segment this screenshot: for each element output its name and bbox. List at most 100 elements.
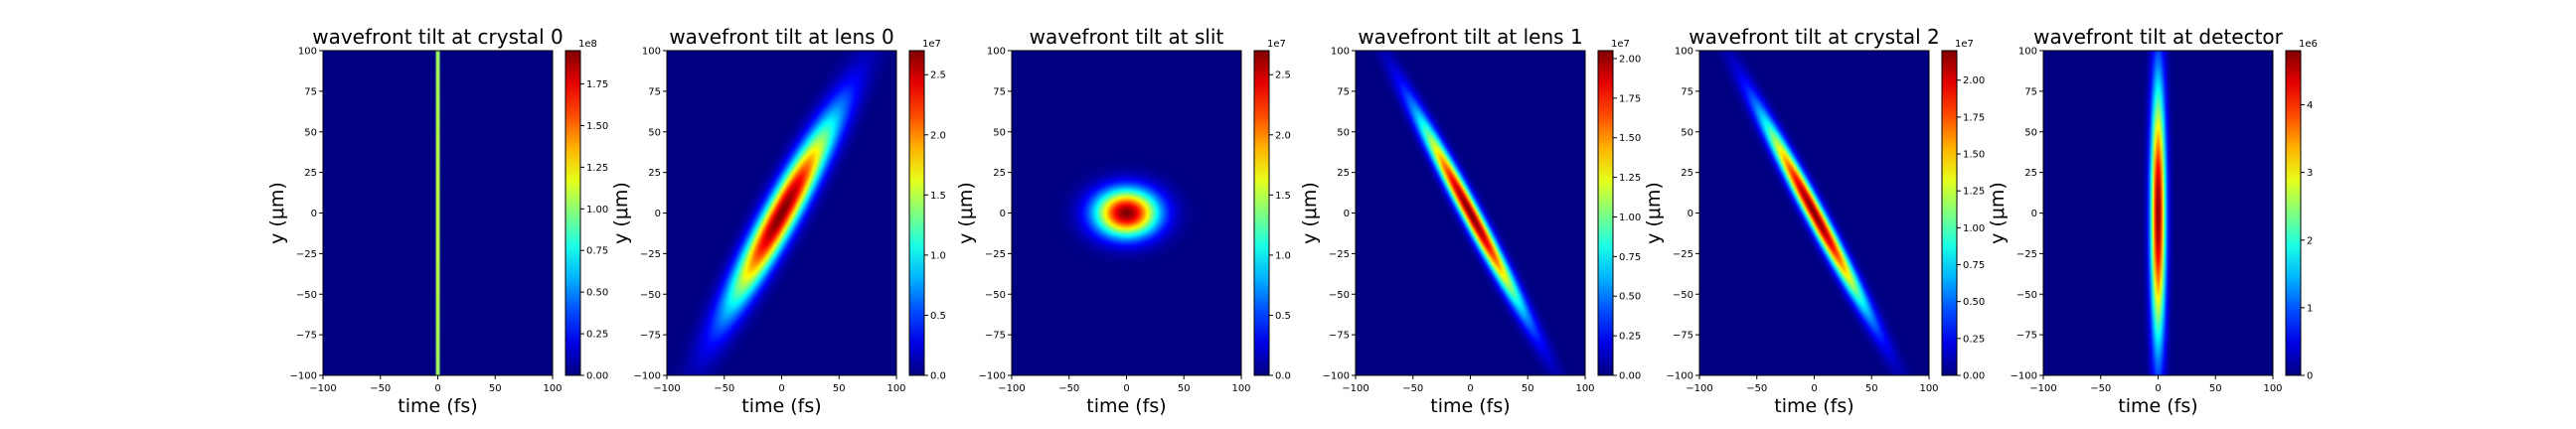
colorbar-tick-label: 1.50	[1619, 133, 1641, 144]
colorbar-tick-label: 0.75	[586, 246, 608, 257]
colorbar-offset: 1e6	[2299, 39, 2318, 50]
x-tick-label: 0	[1467, 383, 1473, 394]
y-tick-label: −50	[1673, 290, 1693, 301]
y-tick-label: 25	[304, 168, 317, 179]
colorbar-tick-label: 1.0	[1275, 250, 1291, 261]
x-tick-label: 0	[778, 383, 784, 394]
colorbar-tick-label: 2.0	[930, 130, 946, 141]
colorbar-tick-label: 2	[2307, 235, 2313, 246]
y-tick-label: −50	[296, 290, 317, 301]
y-tick-label: 0	[655, 209, 661, 219]
y-tick-label: −75	[296, 331, 317, 342]
y-tick-label: 25	[993, 168, 1006, 179]
colorbar-tick-label: 1.00	[1963, 223, 1985, 234]
x-tick-label: −50	[2090, 383, 2111, 394]
x-axis-label: time (fs)	[1430, 395, 1510, 417]
x-tick-label: −100	[2029, 383, 2056, 394]
y-tick-label: 50	[304, 127, 317, 138]
x-tick-label: 50	[489, 383, 502, 394]
x-tick-label: −100	[653, 383, 680, 394]
y-tick-label: 0	[1000, 209, 1006, 219]
chart-title: wavefront tilt at lens 1	[1358, 25, 1582, 49]
x-axis-label: time (fs)	[398, 395, 477, 417]
y-tick-label: −75	[2016, 331, 2037, 342]
colorbar-tick-label: 2.0	[1275, 130, 1291, 141]
x-axis-label: time (fs)	[1086, 395, 1166, 417]
colorbar-tick-label: 1.25	[1963, 187, 1985, 198]
y-tick-label: −75	[1673, 331, 1693, 342]
y-tick-label: 0	[2031, 209, 2037, 219]
x-tick-label: −50	[1746, 383, 1767, 394]
y-tick-label: 50	[648, 127, 661, 138]
colorbar-tick-label: 0.50	[1619, 292, 1641, 303]
x-tick-label: 0	[434, 383, 440, 394]
colorbar	[1597, 50, 1614, 376]
colorbar-tick-label: 0.00	[586, 371, 608, 382]
colorbar-tick-label: 0	[2307, 371, 2313, 382]
panel-1: −100 −50 0 50 100 100 75 50 25 0 −25 −50 −75 −100 wave…	[266, 25, 608, 417]
y-tick-label: 50	[1681, 127, 1693, 138]
colorbar	[1253, 50, 1270, 376]
colorbar-tick-label: 1.5	[1275, 191, 1291, 202]
heatmap-image	[2043, 51, 2273, 375]
colorbar	[564, 50, 581, 376]
colorbar-tick-label: 2.00	[1963, 75, 1985, 86]
y-tick-label: −100	[979, 371, 1006, 382]
y-tick-label: 25	[648, 168, 661, 179]
y-tick-label: −75	[985, 331, 1006, 342]
y-tick-label: −50	[985, 290, 1006, 301]
colorbar-tick-label: 0.50	[1963, 297, 1985, 308]
colorbar-tick-label: 4	[2307, 100, 2313, 111]
y-tick-label: −100	[1323, 371, 1350, 382]
y-tick-label: −25	[2016, 249, 2037, 260]
panel-4: −100 −50 0 50 100 100 75 50 25 0 −25 −50 −75 −100 wave…	[1299, 25, 1641, 417]
x-tick-label: 0	[1123, 383, 1129, 394]
colorbar-tick-label: 2.5	[930, 71, 946, 81]
y-tick-label: 100	[642, 47, 661, 58]
colorbar-tick-label: 1.50	[1963, 150, 1985, 161]
x-tick-label: 50	[2209, 383, 2222, 394]
y-tick-label: 75	[2024, 86, 2037, 97]
y-tick-label: 100	[2018, 47, 2037, 58]
colorbar-tick-label: 0.5	[930, 311, 946, 322]
colorbar-tick-label: 1.00	[586, 205, 608, 215]
colorbar-offset: 1e7	[1267, 39, 1286, 50]
x-tick-label: −100	[1686, 383, 1712, 394]
x-tick-label: −100	[998, 383, 1025, 394]
colorbar-tick-label: 0.25	[1963, 334, 1985, 345]
y-tick-label: −50	[640, 290, 661, 301]
x-tick-label: 100	[1919, 383, 1938, 394]
chart-title: wavefront tilt at lens 0	[669, 25, 893, 49]
x-tick-label: −50	[1058, 383, 1079, 394]
colorbar-tick-label: 1.00	[1619, 213, 1641, 223]
colorbar-tick-label: 0.5	[1275, 311, 1291, 322]
heatmap-image	[1356, 51, 1585, 375]
y-tick-label: 75	[993, 86, 1006, 97]
chart-title: wavefront tilt at crystal 2	[1689, 25, 1940, 49]
y-axis-label: y (μm)	[955, 182, 977, 244]
y-tick-label: 50	[993, 127, 1006, 138]
y-axis-label: y (μm)	[1643, 182, 1665, 244]
colorbar-tick-label: 0.25	[586, 330, 608, 341]
panel-5: −100 −50 0 50 100 100 75 50 25 0 −25 −50 −75 −100 wave…	[1643, 25, 1985, 417]
y-tick-label: −25	[640, 249, 661, 260]
x-tick-label: 0	[1811, 383, 1817, 394]
y-tick-label: 100	[1331, 47, 1350, 58]
colorbar-tick-label: 0.75	[1963, 260, 1985, 271]
x-tick-label: −50	[370, 383, 391, 394]
colorbar-offset: 1e7	[1955, 39, 1974, 50]
y-tick-label: 75	[1681, 86, 1693, 97]
y-tick-label: 0	[1344, 209, 1350, 219]
y-tick-label: −25	[985, 249, 1006, 260]
colorbar-tick-label: 1.25	[1619, 173, 1641, 184]
x-tick-label: −100	[309, 383, 336, 394]
y-tick-label: 0	[1688, 209, 1693, 219]
heatmap-image	[1012, 51, 1241, 375]
colorbar-tick-label: 2.5	[1275, 71, 1291, 81]
y-tick-label: 75	[648, 86, 661, 97]
y-axis-label: y (μm)	[266, 182, 288, 244]
colorbar-tick-label: 0.0	[930, 371, 946, 382]
y-axis-label: y (μm)	[610, 182, 632, 244]
x-tick-label: 50	[1178, 383, 1191, 394]
